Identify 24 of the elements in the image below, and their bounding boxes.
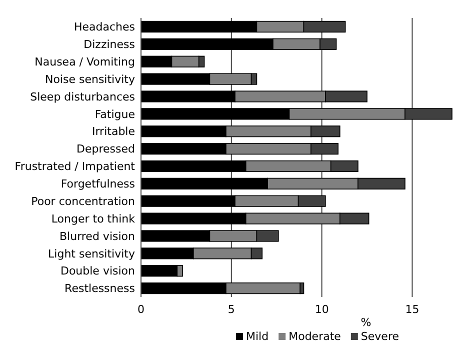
y-tick-label: Fatigue bbox=[94, 108, 136, 121]
y-tick-label: Sleep disturbances bbox=[30, 90, 136, 104]
x-tick-label: 5 bbox=[228, 302, 235, 316]
x-axis-title: % bbox=[360, 316, 372, 329]
x-tick-label: 10 bbox=[314, 302, 329, 316]
y-tick-label: Dizziness bbox=[84, 38, 136, 52]
legend-label: Moderate bbox=[288, 330, 342, 343]
y-tick-label: Noise sensitivity bbox=[44, 72, 136, 86]
y-tick-label: Irritable bbox=[92, 125, 136, 138]
y-tick-label: Restlessness bbox=[64, 282, 136, 296]
y-tick-label: Nausea / Vomiting bbox=[34, 55, 135, 68]
y-tick-label: Depressed bbox=[76, 142, 135, 156]
x-tick-label: 0 bbox=[138, 302, 144, 316]
y-tick-label: Longer to think bbox=[51, 212, 136, 226]
y-tick-label: Double vision bbox=[60, 264, 136, 278]
y-tick-label: Light sensitivity bbox=[48, 247, 136, 260]
y-tick-label: Forgetfulness bbox=[60, 178, 136, 191]
x-tick-label: 15 bbox=[405, 302, 420, 316]
legend-label: Severe bbox=[360, 330, 400, 343]
y-tick-label: Headaches bbox=[74, 20, 136, 34]
y-tick-label: Blurred vision bbox=[60, 230, 136, 243]
y-tick-label: Frustrated / Impatient bbox=[14, 160, 136, 174]
legend-label: Mild bbox=[246, 330, 269, 343]
y-tick-label: Poor concentration bbox=[31, 194, 136, 208]
